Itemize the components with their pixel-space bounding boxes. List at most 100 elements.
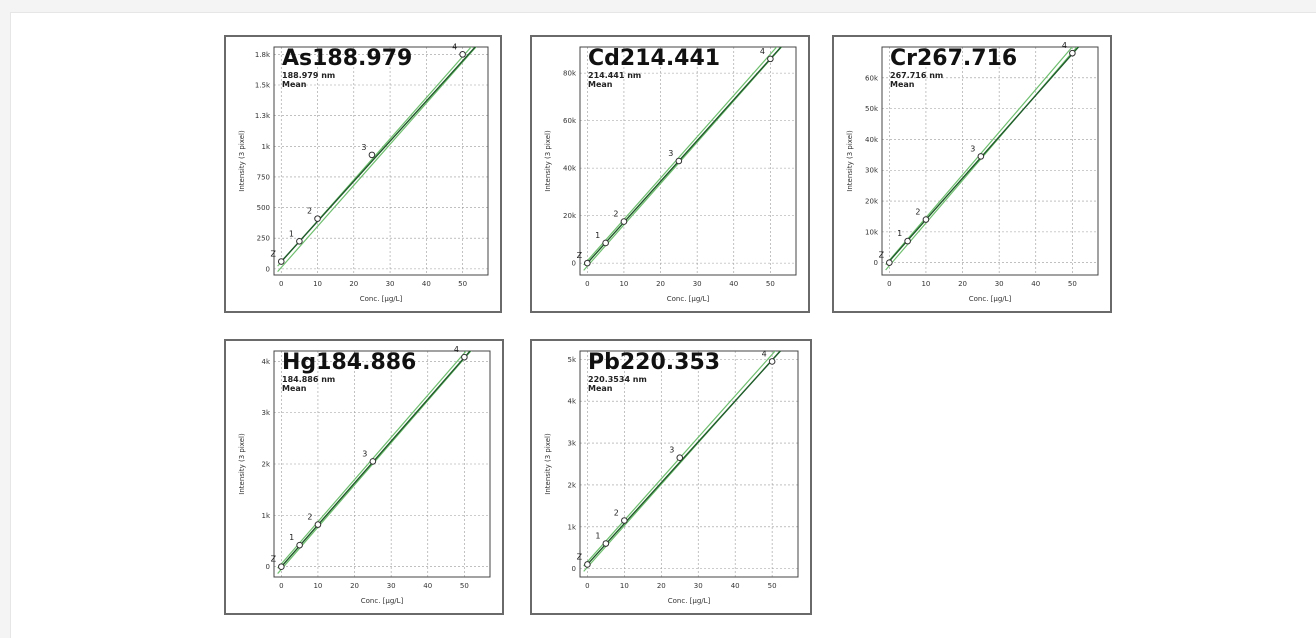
- x-axis-label: Conc. [µg/L]: [668, 597, 711, 605]
- chart-svg-as: 0 10 20 30 40 5002505007501k1.3k1.5k1.8kConc.…: [238, 42, 489, 303]
- x-tick-label: 20: [349, 280, 358, 288]
- y-tick-label: 30k: [865, 167, 879, 175]
- chart-panel-pb: 0 10 20 30 40 50 0 1k 2k 3k 4k 5k Conc. [µg/L] Intens…: [530, 339, 812, 615]
- point-label: Z: [879, 251, 885, 260]
- x-tick-label: 10: [620, 582, 629, 590]
- chart-svg-hg: 0 10 20 30 40 50 0 1k 2k 3k 4k Conc. [µg/L] Intensit…: [238, 345, 491, 605]
- calibration-fit-line: [888, 47, 1080, 262]
- y-tick-label: 1.8k: [255, 51, 271, 59]
- plot-frame: [273, 46, 489, 276]
- point-label: 2: [614, 509, 619, 518]
- y-tick-label: 0: [572, 565, 576, 573]
- x-tick-label: 50: [460, 582, 469, 590]
- x-tick-label: 40: [423, 582, 432, 590]
- y-tick-label: 1.5k: [255, 82, 271, 90]
- point-label: 4: [452, 42, 457, 51]
- confidence-band-upper: [277, 351, 467, 569]
- y-tick-label: 3k: [567, 440, 576, 448]
- plot-frame: [579, 46, 797, 276]
- chart-panel-hg: 0 10 20 30 40 50 0 1k 2k 3k 4k Conc. [µg/L] Intensit…: [224, 339, 504, 615]
- chart-svg-cr: 0 10 20 30 40 50 0 10k 20k 30k 40k 50k 60k Conc. [µg/…: [846, 41, 1099, 303]
- confidence-band-upper: [583, 351, 776, 567]
- x-tick-label: 20: [958, 280, 967, 288]
- y-tick-label: 60k: [563, 117, 577, 125]
- data-point: [602, 239, 609, 247]
- data-point: [602, 540, 610, 547]
- data-point: [584, 259, 591, 267]
- calibration-fit-line: [586, 351, 782, 565]
- point-label: 4: [760, 47, 765, 56]
- y-tick-label: 60k: [865, 74, 879, 82]
- plot-frame: [881, 46, 1099, 276]
- point-label: 4: [454, 345, 459, 354]
- data-point: [922, 216, 930, 223]
- plot-area: [885, 47, 1080, 271]
- point-label: 2: [307, 207, 312, 216]
- x-tick-label: 0: [585, 582, 589, 590]
- point-label: 3: [362, 449, 367, 458]
- chart-svg-cd: 0 10 20 30 40 50 0 20k 40k 60k 80k Conc. [µg/L] Inte…: [544, 46, 797, 303]
- x-tick-label: 40: [729, 280, 738, 288]
- point-label: Z: [577, 552, 583, 561]
- y-tick-label: 20k: [563, 212, 577, 220]
- chart-svg-pb: 0 10 20 30 40 50 0 1k 2k 3k 4k 5k Conc. [µg/L] Intens…: [544, 349, 799, 605]
- x-tick-label: 10: [313, 280, 322, 288]
- y-tick-label: 5k: [567, 356, 576, 364]
- confidence-band-lower: [885, 47, 1078, 271]
- x-tick-label: 30: [995, 280, 1004, 288]
- point-label: 4: [762, 349, 767, 358]
- x-tick-label: 10: [313, 582, 322, 590]
- y-tick-label: 80k: [563, 70, 577, 78]
- y-axis-label: Intensity (3 pixel): [846, 130, 854, 192]
- data-point: [767, 55, 774, 63]
- data-point: [621, 517, 628, 524]
- y-tick-label: 4k: [261, 358, 270, 366]
- plot-area: [277, 351, 472, 574]
- data-point: [314, 521, 322, 528]
- y-tick-label: 0: [266, 265, 270, 273]
- point-label: 1: [897, 229, 902, 238]
- calibration-fit-line: [280, 47, 477, 262]
- y-tick-label: 40k: [865, 136, 879, 144]
- x-axis-label: Conc. [µg/L]: [361, 597, 404, 605]
- x-tick-label: 0: [585, 280, 589, 288]
- x-axis-label: Conc. [µg/L]: [969, 295, 1012, 303]
- x-tick-label: 50: [1068, 280, 1077, 288]
- data-point: [296, 541, 303, 549]
- y-tick-label: 0: [266, 563, 270, 571]
- data-point: [886, 259, 893, 266]
- x-axis-label: Conc. [µg/L]: [667, 295, 710, 303]
- x-tick-label: 20: [350, 582, 359, 590]
- point-label: Z: [271, 555, 277, 564]
- x-tick-label: 30: [693, 280, 702, 288]
- y-tick-label: 2k: [261, 461, 270, 469]
- point-label: 1: [289, 229, 294, 238]
- y-tick-label: 2k: [567, 481, 576, 489]
- data-point: [768, 358, 776, 365]
- confidence-band-lower: [583, 47, 783, 271]
- y-tick-label: 3k: [261, 409, 270, 417]
- x-tick-label: 0: [279, 280, 283, 288]
- data-point: [296, 237, 303, 245]
- x-tick-label: 50: [766, 280, 775, 288]
- y-tick-label: 50k: [865, 105, 879, 113]
- point-label: 4: [1062, 41, 1067, 50]
- point-label: 3: [668, 149, 673, 158]
- data-point: [461, 353, 468, 361]
- data-point: [314, 215, 321, 222]
- figure-canvas: 0 10 20 30 40 50 0 250 500 750 1k 1.3k 1.5k 1.8k Conc.…: [10, 12, 1316, 638]
- x-tick-label: 10: [921, 280, 930, 288]
- x-tick-label: 10: [619, 280, 628, 288]
- y-tick-label: 250: [257, 235, 270, 243]
- x-tick-label: 20: [657, 582, 666, 590]
- chart-panel-cd: 0 10 20 30 40 50 0 20k 40k 60k 80k Conc. [µg/L] Inte…: [530, 35, 810, 313]
- x-tick-label: 30: [694, 582, 703, 590]
- confidence-band-upper: [885, 47, 1073, 265]
- data-point: [620, 218, 628, 225]
- x-tick-label: 50: [768, 582, 777, 590]
- y-tick-label: 1k: [261, 143, 270, 151]
- x-tick-label: 50: [458, 280, 467, 288]
- y-axis-label: Intensity (3 pixel): [238, 433, 246, 495]
- plot-frame: [273, 350, 491, 578]
- y-tick-label: 40k: [563, 165, 577, 173]
